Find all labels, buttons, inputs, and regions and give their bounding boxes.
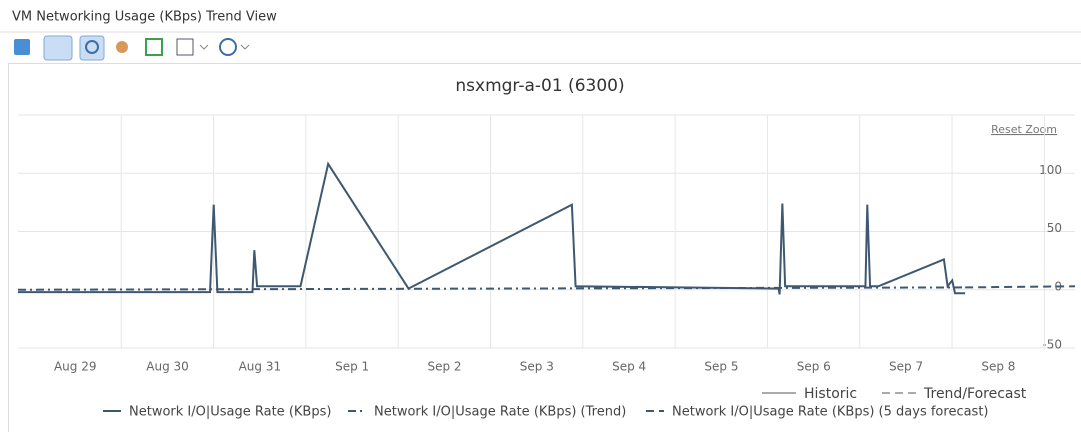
style-legend-label: Trend/Forecast — [923, 386, 1027, 402]
y-tick-label: -50 — [1042, 338, 1062, 352]
legend-label: Network I/O|Usage Rate (KBps) — [129, 405, 331, 420]
panel-title: VM Networking Usage (KBps) Trend View — [12, 10, 277, 25]
chart-frame — [8, 63, 1081, 432]
pan-button[interactable] — [116, 41, 128, 53]
zoom-icon — [85, 40, 99, 54]
chart-title: nsxmgr-a-01 (6300) — [455, 76, 624, 96]
x-tick-label: Sep 6 — [797, 360, 831, 374]
x-tick-label: Sep 8 — [981, 360, 1015, 374]
x-tick-label: Sep 5 — [704, 360, 738, 374]
x-tick-label: Sep 7 — [889, 360, 923, 374]
x-tick-label: Sep 4 — [612, 360, 646, 374]
date-button[interactable] — [176, 38, 194, 56]
x-tick-label: Sep 3 — [520, 360, 554, 374]
x-tick-label: Aug 30 — [146, 360, 189, 374]
zoom-button[interactable] — [79, 35, 105, 61]
legend-label: Network I/O|Usage Rate (KBps) (5 days fo… — [672, 405, 989, 420]
x-tick-label: Sep 2 — [427, 360, 461, 374]
style-legend-label: Historic — [804, 386, 857, 402]
dropdown-arrow — [240, 44, 250, 50]
reset-zoom[interactable]: Reset Zoom — [991, 123, 1057, 136]
export-button[interactable] — [14, 39, 30, 55]
series-line — [965, 285, 1076, 289]
x-tick-label: Aug 31 — [239, 360, 282, 374]
y-tick-label: 50 — [1047, 221, 1062, 235]
x-tick-label: Aug 29 — [54, 360, 97, 374]
tooltip-button[interactable] — [43, 35, 73, 61]
fit-button[interactable] — [145, 38, 163, 56]
time-button[interactable] — [219, 38, 237, 56]
y-tick-label: 100 — [1039, 163, 1062, 177]
toolbar — [14, 35, 250, 61]
dropdown-arrow — [199, 44, 209, 50]
x-tick-label: Sep 1 — [335, 360, 369, 374]
series-line — [17, 286, 966, 291]
legend-label: Network I/O|Usage Rate (KBps) (Trend) — [374, 405, 626, 420]
